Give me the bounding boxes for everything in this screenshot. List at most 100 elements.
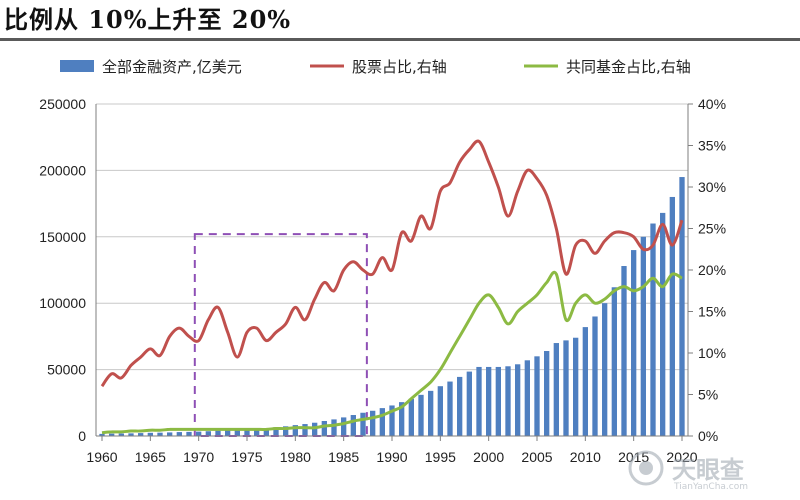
x-tick-label: 2000 <box>473 449 504 465</box>
y-right-tick-label: 15% <box>698 304 726 320</box>
watermark-text: 天眼查 <box>672 456 744 484</box>
asset-bar <box>147 432 153 436</box>
title-divider <box>0 38 800 41</box>
asset-bar <box>205 431 211 436</box>
asset-bar <box>631 250 637 436</box>
asset-bar <box>399 402 405 436</box>
asset-bar <box>486 366 492 436</box>
asset-bar <box>225 430 231 436</box>
x-tick-label: 1975 <box>231 449 262 465</box>
x-tick-label: 1960 <box>86 449 117 465</box>
watermark: 天眼查 TianYanCha.com <box>628 448 796 498</box>
stock-share-line <box>100 139 684 388</box>
y-left-tick-label: 0 <box>78 428 86 444</box>
asset-bar <box>292 425 298 436</box>
asset-bar <box>660 212 666 436</box>
y-right-tick-label: 25% <box>698 221 726 237</box>
x-tick-label: 1990 <box>376 449 407 465</box>
fund-share-line <box>101 270 683 435</box>
asset-bar <box>515 364 521 436</box>
asset-bar <box>437 386 443 436</box>
y-right-tick-label: 10% <box>698 345 726 361</box>
asset-bar <box>350 415 356 436</box>
asset-bar <box>331 419 337 436</box>
y-left-tick-label: 150000 <box>39 229 86 245</box>
asset-bar <box>611 287 617 436</box>
x-tick-label: 1995 <box>425 449 456 465</box>
asset-bar <box>196 431 202 436</box>
x-tick-label: 1980 <box>280 449 311 465</box>
y-left-tick-label: 200000 <box>39 162 86 178</box>
asset-bar <box>254 428 260 436</box>
y-right-tick-label: 35% <box>698 138 726 154</box>
asset-bar <box>428 390 434 436</box>
share-lines <box>100 139 684 435</box>
asset-bar <box>234 429 240 436</box>
legend-swatch-bar <box>60 60 94 72</box>
asset-bar <box>138 433 144 436</box>
asset-bar <box>669 196 675 436</box>
asset-bar <box>573 337 579 436</box>
y-right-tick-label: 40% <box>698 96 726 112</box>
x-tick-label: 1985 <box>328 449 359 465</box>
asset-bar <box>602 303 608 436</box>
dashed-highlight-box <box>193 233 368 437</box>
asset-bar <box>582 327 588 436</box>
asset-bar <box>544 351 550 436</box>
legend-label: 股票占比,右轴 <box>352 58 447 76</box>
asset-bars <box>99 177 685 437</box>
y-left-tick-label: 100000 <box>39 295 86 311</box>
x-tick-label: 1965 <box>135 449 166 465</box>
asset-bar <box>312 422 318 436</box>
asset-bar <box>273 427 279 436</box>
asset-bar <box>640 236 646 436</box>
dashed-box <box>193 233 368 437</box>
asset-bar <box>408 398 414 436</box>
asset-bar <box>215 430 221 436</box>
asset-bar <box>553 343 559 436</box>
asset-bar <box>244 429 250 436</box>
asset-bar <box>563 340 569 436</box>
asset-bar <box>283 426 289 436</box>
asset-bar <box>118 433 124 436</box>
asset-bar <box>167 432 173 436</box>
asset-bar <box>99 433 105 436</box>
tianyancha-logo-icon <box>628 450 664 486</box>
asset-bar <box>370 410 376 436</box>
asset-bar <box>621 266 627 436</box>
chart-legend: 全部金融资产,亿美元 股票占比,右轴 共同基金占比,右轴 <box>60 58 691 76</box>
asset-bar <box>157 432 163 436</box>
axes: 0 50000 100000 150000 200000 250000 0% 5% 10% 15%… <box>39 96 726 465</box>
legend-label: 全部金融资产,亿美元 <box>102 58 242 76</box>
asset-bar <box>418 394 424 436</box>
x-tick-label: 2020 <box>666 449 697 465</box>
x-tick-label: 1970 <box>183 449 214 465</box>
asset-bar <box>592 316 598 436</box>
asset-bar <box>263 428 269 436</box>
y-right-tick-label: 0% <box>698 428 718 444</box>
asset-bar <box>495 366 501 436</box>
asset-bar <box>476 366 482 436</box>
y-left-tick-label: 50000 <box>47 362 86 378</box>
watermark-url: TianYanCha.com <box>674 482 749 492</box>
y-right-tick-label: 5% <box>698 387 718 403</box>
asset-bar <box>534 356 540 436</box>
asset-bar <box>321 420 327 436</box>
asset-bar <box>466 371 472 436</box>
asset-bar <box>109 433 115 436</box>
asset-bar <box>524 360 530 436</box>
asset-bar <box>176 432 182 436</box>
legend-label: 共同基金占比,右轴 <box>566 58 691 76</box>
asset-bar <box>389 405 395 436</box>
x-tick-label: 2010 <box>570 449 601 465</box>
asset-bar <box>650 223 656 436</box>
y-left-tick-label: 250000 <box>39 96 86 112</box>
y-right-tick-label: 30% <box>698 179 726 195</box>
asset-bar <box>302 424 308 436</box>
asset-bar <box>447 381 453 436</box>
asset-bar <box>505 366 511 436</box>
asset-bar <box>128 433 134 436</box>
asset-bar <box>341 417 347 436</box>
asset-bar <box>186 431 192 436</box>
